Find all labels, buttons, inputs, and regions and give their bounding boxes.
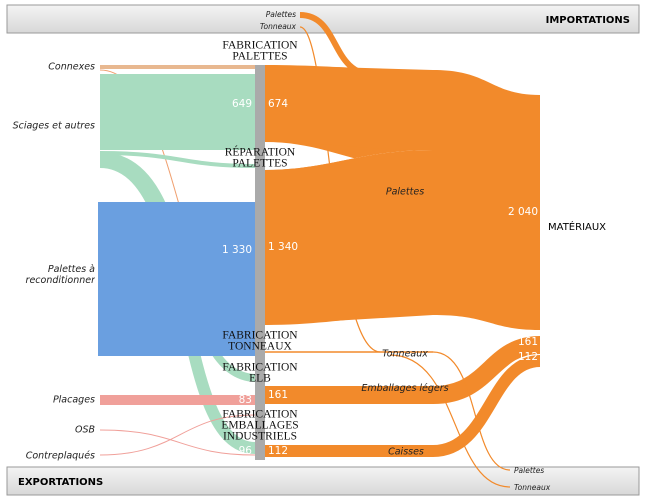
flow [99,414,256,456]
export-label: Palettes [514,466,544,475]
source-label: Contreplaqués [26,451,95,462]
product-label: Caisses [388,447,424,458]
value-label: 112 [268,445,288,457]
value-label: 649 [232,98,252,110]
value-label: 1 340 [268,241,298,253]
palettes-flow [433,70,540,330]
import-label: Palettes [266,10,296,19]
source-label: Palettes à reconditionner [25,264,95,286]
process-label: PALETTES [232,51,287,63]
flow [99,429,256,456]
value-label: 112 [518,351,538,363]
value-label: 96 [239,445,253,457]
value-label: 674 [268,98,288,110]
product-label: Palettes [386,187,424,198]
export-flow [389,354,511,488]
process-labels: FABRICATIONPALETTESRÉPARATIONPALETTESFAB… [221,40,298,443]
value-label: 1 330 [222,244,252,256]
product-label: Tonneaux [382,349,428,360]
product-label: Emballages légers [361,383,449,394]
flow [432,355,541,457]
palettes-flow [265,150,433,325]
export-banner [6,466,640,496]
process-label: FABRICATION [222,362,298,374]
process-label: FABRICATION [222,409,298,421]
import-label: Tonneaux [260,22,297,31]
process-label: INDUSTRIELS [223,431,297,443]
source-label: Placages [53,395,95,406]
source-label: Connexes [48,62,95,73]
process-label: PALETTES [232,158,287,170]
process-label: TONNEAUX [228,341,292,353]
value-label: 83 [239,394,252,406]
export-label: Tonneaux [514,483,551,492]
process-label: FABRICATION [222,40,298,52]
process-label: ELB [249,373,271,385]
source-label: Sciages et autres [13,121,95,132]
flow [99,151,256,168]
process-label: EMBALLAGES [221,420,298,432]
process-label: RÉPARATION [225,145,296,159]
flows [98,12,541,488]
value-label: 2 040 [508,206,538,218]
palettes-flow [265,65,433,150]
process-label: FABRICATION [222,330,298,342]
value-label: 161 [518,336,538,348]
output-label: MATÉRIAUX [548,220,606,233]
source-label-box: Palettes à reconditionner [25,264,95,286]
value-label: 161 [268,389,288,401]
import-title: IMPORTATIONS [546,15,630,26]
process-column [255,65,265,460]
export-flow [432,351,511,471]
source-label: OSB [75,425,95,436]
export-title: EXPORTATIONS [18,477,103,488]
product-label-box: Emballages légers [361,383,449,394]
flow [432,336,541,404]
